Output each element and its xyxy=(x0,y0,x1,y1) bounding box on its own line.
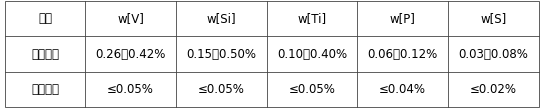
Text: 0.10～0.40%: 0.10～0.40% xyxy=(277,48,347,60)
Bar xyxy=(448,72,539,107)
Text: ≤0.04%: ≤0.04% xyxy=(379,83,426,96)
Text: ≤0.02%: ≤0.02% xyxy=(469,83,517,96)
Text: 铁水: 铁水 xyxy=(39,12,52,25)
Bar xyxy=(357,1,448,36)
Bar xyxy=(85,36,176,72)
Text: 0.03～0.08%: 0.03～0.08% xyxy=(458,48,528,60)
Bar xyxy=(176,36,267,72)
Bar xyxy=(448,36,539,72)
Text: w[Si]: w[Si] xyxy=(207,12,236,25)
Bar xyxy=(5,72,85,107)
Text: ≤0.05%: ≤0.05% xyxy=(198,83,245,96)
Bar xyxy=(448,1,539,36)
Text: 0.06～0.12%: 0.06～0.12% xyxy=(367,48,438,60)
Bar xyxy=(357,72,448,107)
Text: w[Ti]: w[Ti] xyxy=(298,12,326,25)
Bar xyxy=(176,72,267,107)
Text: 0.15～0.50%: 0.15～0.50% xyxy=(186,48,256,60)
Text: w[V]: w[V] xyxy=(117,12,144,25)
Bar xyxy=(5,36,85,72)
Bar xyxy=(267,36,357,72)
Bar xyxy=(85,72,176,107)
Text: w[P]: w[P] xyxy=(390,12,416,25)
Text: ≤0.05%: ≤0.05% xyxy=(288,83,335,96)
Bar xyxy=(357,36,448,72)
Bar xyxy=(85,1,176,36)
Text: 预处理后: 预处理后 xyxy=(32,83,59,96)
Bar xyxy=(267,72,357,107)
Bar xyxy=(5,1,85,36)
Text: 0.26～0.42%: 0.26～0.42% xyxy=(95,48,166,60)
Bar xyxy=(267,1,357,36)
Text: ≤0.05%: ≤0.05% xyxy=(107,83,154,96)
Bar xyxy=(176,1,267,36)
Text: 预处理前: 预处理前 xyxy=(32,48,59,60)
Text: w[S]: w[S] xyxy=(480,12,506,25)
